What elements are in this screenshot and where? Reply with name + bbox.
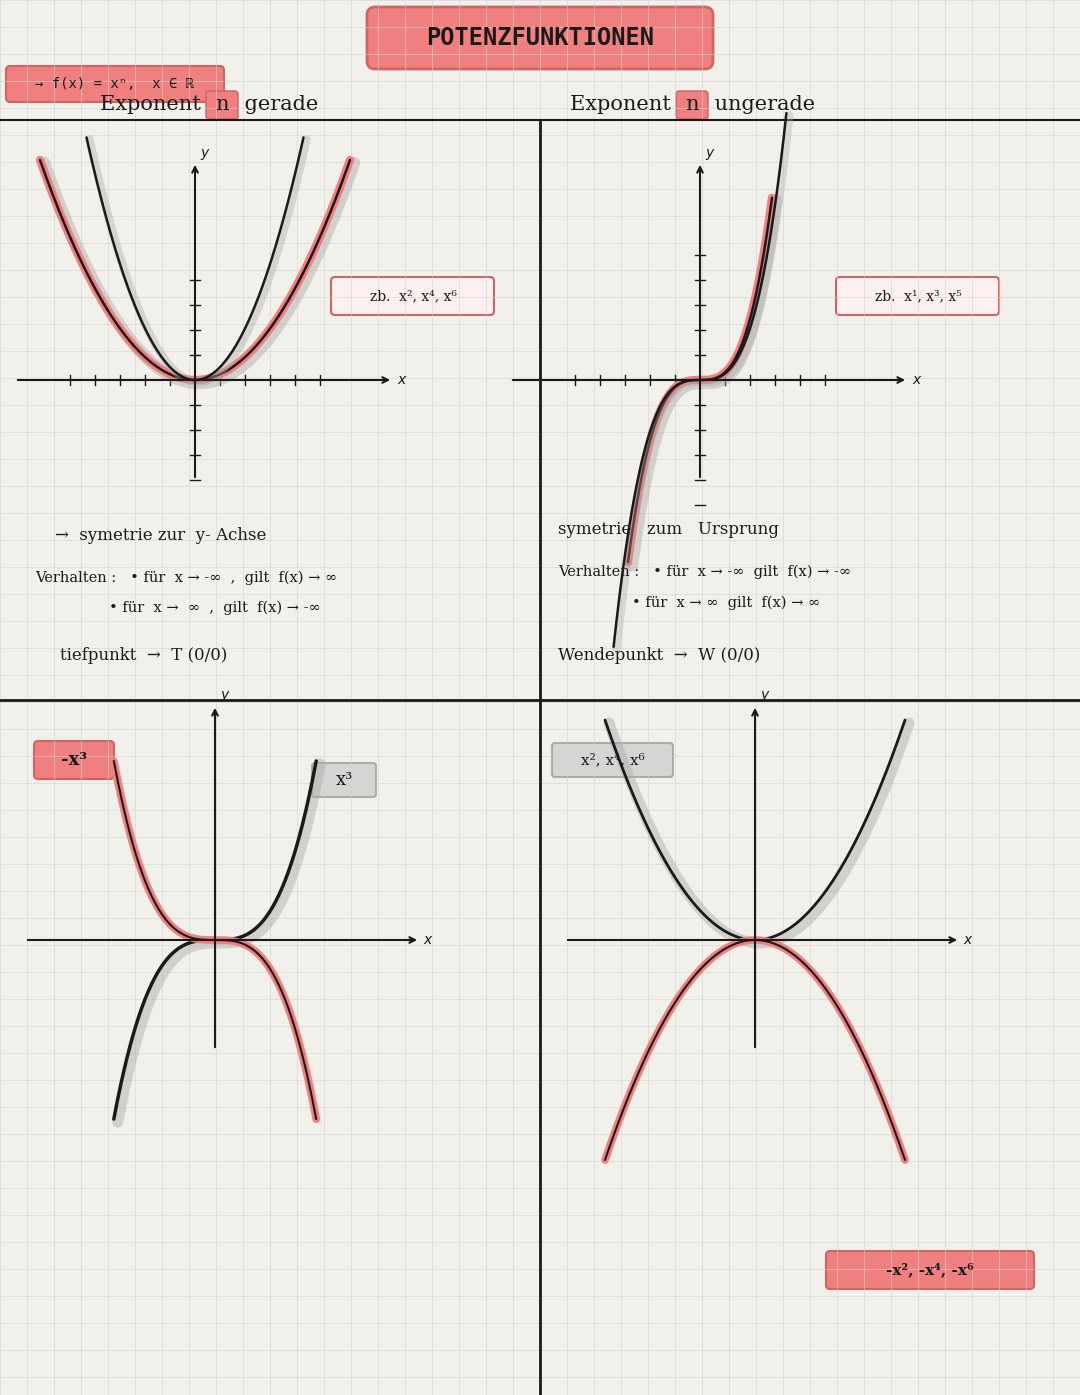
Text: Verhalten :   • für  x → -∞  gilt  f(x) → -∞: Verhalten : • für x → -∞ gilt f(x) → -∞ (558, 565, 851, 579)
Text: -x³: -x³ (60, 751, 87, 769)
FancyBboxPatch shape (676, 91, 708, 119)
FancyBboxPatch shape (206, 91, 238, 119)
FancyBboxPatch shape (552, 744, 673, 777)
FancyBboxPatch shape (6, 66, 224, 102)
Text: x³: x³ (336, 771, 353, 790)
Text: zb.  x², x⁴, x⁶: zb. x², x⁴, x⁶ (369, 289, 457, 303)
Text: →  symetrie zur  y- Achse: → symetrie zur y- Achse (55, 526, 267, 544)
Text: gerade: gerade (238, 95, 319, 114)
Text: • für  x → ∞  gilt  f(x) → ∞: • für x → ∞ gilt f(x) → ∞ (558, 596, 820, 610)
FancyBboxPatch shape (312, 763, 376, 797)
Text: tiefpunkt  →  T (0/0): tiefpunkt → T (0/0) (60, 646, 228, 664)
Text: n: n (685, 95, 699, 114)
Text: x: x (397, 372, 405, 386)
Text: x², x⁴, x⁶: x², x⁴, x⁶ (581, 753, 645, 767)
Text: Exponent: Exponent (570, 95, 677, 114)
Text: x: x (912, 372, 920, 386)
Text: x: x (423, 933, 431, 947)
FancyBboxPatch shape (836, 278, 999, 315)
Text: Exponent: Exponent (100, 95, 207, 114)
Text: symetrie   zum   Ursprung: symetrie zum Ursprung (558, 522, 779, 538)
Text: y: y (220, 688, 228, 702)
Text: y: y (760, 688, 768, 702)
FancyBboxPatch shape (330, 278, 494, 315)
FancyBboxPatch shape (826, 1251, 1034, 1289)
Text: ungerade: ungerade (708, 95, 815, 114)
Text: → f(x) = xⁿ,  x ∈ ℝ: → f(x) = xⁿ, x ∈ ℝ (36, 77, 194, 91)
FancyBboxPatch shape (367, 7, 713, 68)
Text: Verhalten :   • für  x → -∞  ,  gilt  f(x) → ∞: Verhalten : • für x → -∞ , gilt f(x) → ∞ (35, 571, 337, 585)
Text: POTENZFUNKTIONEN: POTENZFUNKTIONEN (426, 27, 654, 50)
Text: y: y (705, 146, 713, 160)
Text: Wendepunkt  →  W (0/0): Wendepunkt → W (0/0) (558, 646, 760, 664)
Text: • für  x →  ∞  ,  gilt  f(x) → -∞: • für x → ∞ , gilt f(x) → -∞ (35, 601, 321, 615)
Text: x: x (963, 933, 971, 947)
Text: n: n (215, 95, 229, 114)
Text: y: y (200, 146, 208, 160)
Text: zb.  x¹, x³, x⁵: zb. x¹, x³, x⁵ (875, 289, 961, 303)
Text: -x², -x⁴, -x⁶: -x², -x⁴, -x⁶ (886, 1262, 974, 1278)
FancyBboxPatch shape (33, 741, 114, 778)
